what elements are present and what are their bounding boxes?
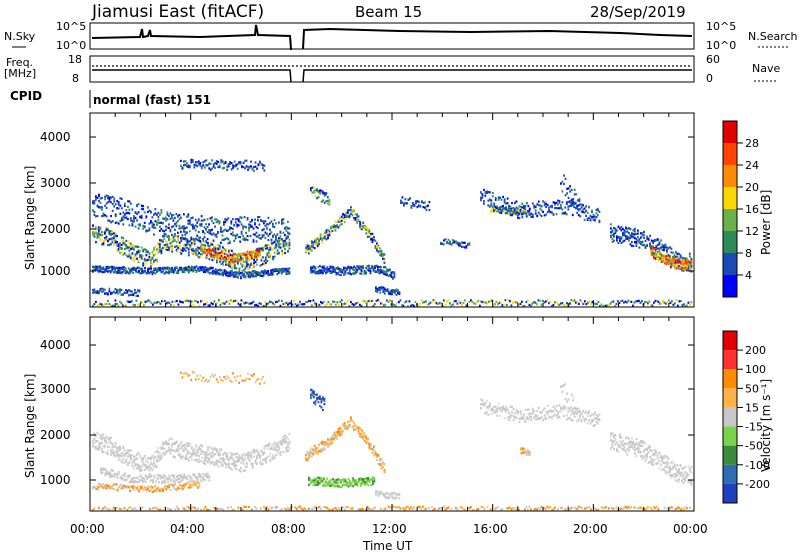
xtick-2400: 00:00 [673, 522, 708, 536]
colorbar-swatch [723, 209, 737, 231]
noise-right-tick-bottom: 10^0 [706, 39, 736, 52]
freq-panel-frame [89, 55, 695, 83]
power-ytick-2000: 2000 [40, 222, 71, 236]
vel-ytick-4000: 4000 [40, 338, 71, 352]
colorbar-swatch [723, 407, 737, 427]
noise-right-tick-top: 10^5 [706, 20, 736, 33]
tick-marks [89, 113, 695, 511]
colorbar-swatch [723, 275, 737, 297]
colorbar-swatch [723, 483, 737, 503]
vel-ytick-1000: 1000 [40, 473, 71, 487]
power-ylabel: Slant Range [km] [23, 166, 37, 270]
colorbar-swatch [723, 231, 737, 253]
power-ytick-1000: 1000 [40, 264, 71, 278]
cpid-mode: normal (fast) 151 [93, 93, 211, 107]
colorbar-tick-label: 12 [745, 225, 759, 238]
colorbar-tick-label: 24 [745, 159, 759, 172]
power-colorbar: 28 24 20 16 12 8 4 [722, 120, 759, 298]
nave-tick-bottom: 0 [706, 72, 713, 85]
nsearch-label: N.Search [748, 30, 798, 43]
colorbar-swatch [723, 331, 737, 351]
colorbar-tick-label: -100 [745, 459, 770, 472]
noise-panel-frame [89, 22, 695, 50]
sky-noise-trace [91, 24, 693, 50]
freq-trace [92, 69, 692, 83]
colorbar-swatch [723, 187, 737, 209]
nsky-label: N.Sky [4, 30, 36, 43]
colorbar-swatch [723, 369, 737, 389]
colorbar-tick-label: 20 [745, 181, 759, 194]
power-ytick-3000: 3000 [40, 176, 71, 190]
colorbar-tick-label: 200 [745, 344, 766, 357]
noise-left-tick-top: 10^5 [56, 20, 86, 33]
xtick-0000: 00:00 [70, 522, 105, 536]
colorbar-swatch [723, 121, 737, 143]
colorbar-tick-label: -50 [745, 440, 763, 453]
radar-title: Jiamusi East (fitACF) [91, 2, 264, 22]
colorbar-tick-label: 16 [745, 203, 759, 216]
colorbar-swatch [723, 426, 737, 446]
xtick-2000: 20:00 [573, 522, 608, 536]
beam-label: Beam 15 [355, 3, 422, 21]
freq-tick-bottom: 8 [72, 72, 79, 85]
nave-label: Nave [752, 62, 780, 75]
colorbar-tick-label: -15 [745, 421, 763, 434]
power-data-layer [92, 158, 693, 308]
vel-ytick-3000: 3000 [40, 382, 71, 396]
colorbar-swatch [723, 143, 737, 165]
vel-ytick-2000: 2000 [40, 428, 71, 442]
colorbar-swatch [723, 445, 737, 465]
colorbar-tick-label: 28 [745, 137, 759, 150]
cpid-label: CPID [10, 89, 42, 103]
colorbar-tick-label: 100 [745, 363, 766, 376]
xtick-0800: 08:00 [271, 522, 306, 536]
power-colorbar-label: Power [dB] [759, 190, 773, 255]
velocity-colorbar-label: Velocity [m s⁻¹] [759, 379, 773, 472]
date-label: 28/Sep/2019 [590, 3, 686, 21]
colorbar-swatch [723, 350, 737, 370]
colorbar-tick-label: 15 [745, 401, 759, 414]
colorbar-tick-label: 50 [745, 382, 759, 395]
colorbar-swatch [723, 253, 737, 275]
colorbar-tick-label: -200 [745, 478, 770, 491]
xaxis-label: Time UT [362, 539, 413, 553]
power-ytick-4000: 4000 [40, 130, 71, 144]
freq-unit-label: [MHz] [4, 67, 36, 80]
velocity-colorbar: 200 100 50 15 -15 -50 -100 -200 [722, 330, 770, 504]
colorbar-tick-label: 8 [745, 247, 752, 260]
colorbar-swatch [723, 464, 737, 484]
xtick-1200: 12:00 [372, 522, 407, 536]
nave-tick-top: 60 [706, 53, 720, 66]
freq-label: Freq. [6, 56, 33, 69]
noise-left-tick-bottom: 10^0 [56, 39, 86, 52]
colorbar-tick-label: 4 [745, 269, 752, 282]
colorbar-swatch [723, 388, 737, 408]
xtick-0400: 04:00 [170, 522, 205, 536]
colorbar-swatch [723, 165, 737, 187]
freq-tick-top: 18 [68, 53, 82, 66]
xtick-1600: 16:00 [473, 522, 508, 536]
vel-ylabel: Slant Range [km] [23, 374, 37, 478]
velocity-data-layer [92, 370, 693, 512]
